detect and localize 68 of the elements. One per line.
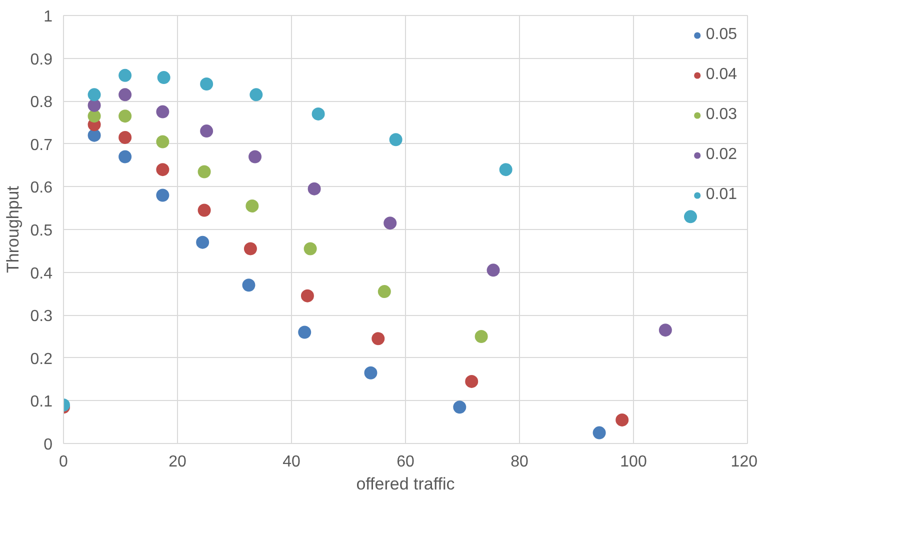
point xyxy=(156,105,170,118)
y-tick-label: 0.2 xyxy=(30,350,53,368)
point xyxy=(312,107,325,120)
point xyxy=(384,216,397,230)
point xyxy=(499,163,512,176)
point xyxy=(200,77,214,90)
point xyxy=(250,88,263,102)
point xyxy=(372,332,385,346)
y-tick-label: 1 xyxy=(44,8,53,26)
point xyxy=(118,130,132,144)
x-tick-label: 80 xyxy=(510,454,528,470)
x-tick-label: 0 xyxy=(59,454,68,470)
point xyxy=(453,400,466,414)
point xyxy=(616,413,629,426)
x-tick-label: 20 xyxy=(168,454,186,470)
y-axis-title: Throughput xyxy=(3,186,22,273)
point xyxy=(156,135,170,148)
point xyxy=(200,124,214,138)
point xyxy=(88,88,101,102)
point xyxy=(298,326,312,339)
legend-label: 0.01 xyxy=(706,186,737,204)
point xyxy=(474,330,488,343)
point xyxy=(304,242,317,256)
y-tick-label: 0.5 xyxy=(30,222,53,240)
point xyxy=(118,88,132,102)
point xyxy=(198,165,211,178)
point xyxy=(248,150,262,164)
point xyxy=(300,289,314,302)
y-tick-label: 0.8 xyxy=(30,94,53,112)
x-tick-label: 60 xyxy=(396,454,414,470)
point xyxy=(198,204,211,217)
legend-label: 0.04 xyxy=(706,66,737,84)
point xyxy=(88,128,101,142)
y-tick-label: 0.4 xyxy=(30,265,53,282)
x-axis-title: offered traffic xyxy=(356,474,456,494)
x-tick-label: 40 xyxy=(282,454,300,470)
legend-label: 0.03 xyxy=(706,106,737,124)
point xyxy=(246,199,259,212)
point xyxy=(465,374,478,388)
point xyxy=(118,150,132,164)
point xyxy=(156,163,170,176)
point xyxy=(242,278,256,292)
point xyxy=(389,133,402,146)
point xyxy=(118,110,132,123)
y-tick-label: 0.1 xyxy=(30,394,53,411)
point xyxy=(592,426,606,440)
y-tick-label: 0.7 xyxy=(30,136,53,154)
point xyxy=(684,210,697,224)
point xyxy=(378,285,391,298)
point xyxy=(88,110,101,123)
point xyxy=(308,182,321,196)
point xyxy=(88,98,101,112)
x-tick-label: 100 xyxy=(620,454,647,470)
point xyxy=(364,366,378,380)
legend-label: 0.02 xyxy=(706,146,737,164)
y-tick-label: 0 xyxy=(44,436,53,454)
y-tick-label: 0.6 xyxy=(30,180,53,197)
point xyxy=(156,188,170,202)
x-tick-label: 120 xyxy=(730,454,758,470)
legend-label: 0.05 xyxy=(706,26,737,44)
point xyxy=(196,236,210,249)
y-tick-label: 0.9 xyxy=(30,51,53,68)
point xyxy=(486,264,500,277)
y-tick-label: 0.3 xyxy=(30,308,53,326)
point xyxy=(658,324,672,337)
point xyxy=(157,71,170,84)
point xyxy=(244,242,257,256)
point xyxy=(118,68,132,82)
